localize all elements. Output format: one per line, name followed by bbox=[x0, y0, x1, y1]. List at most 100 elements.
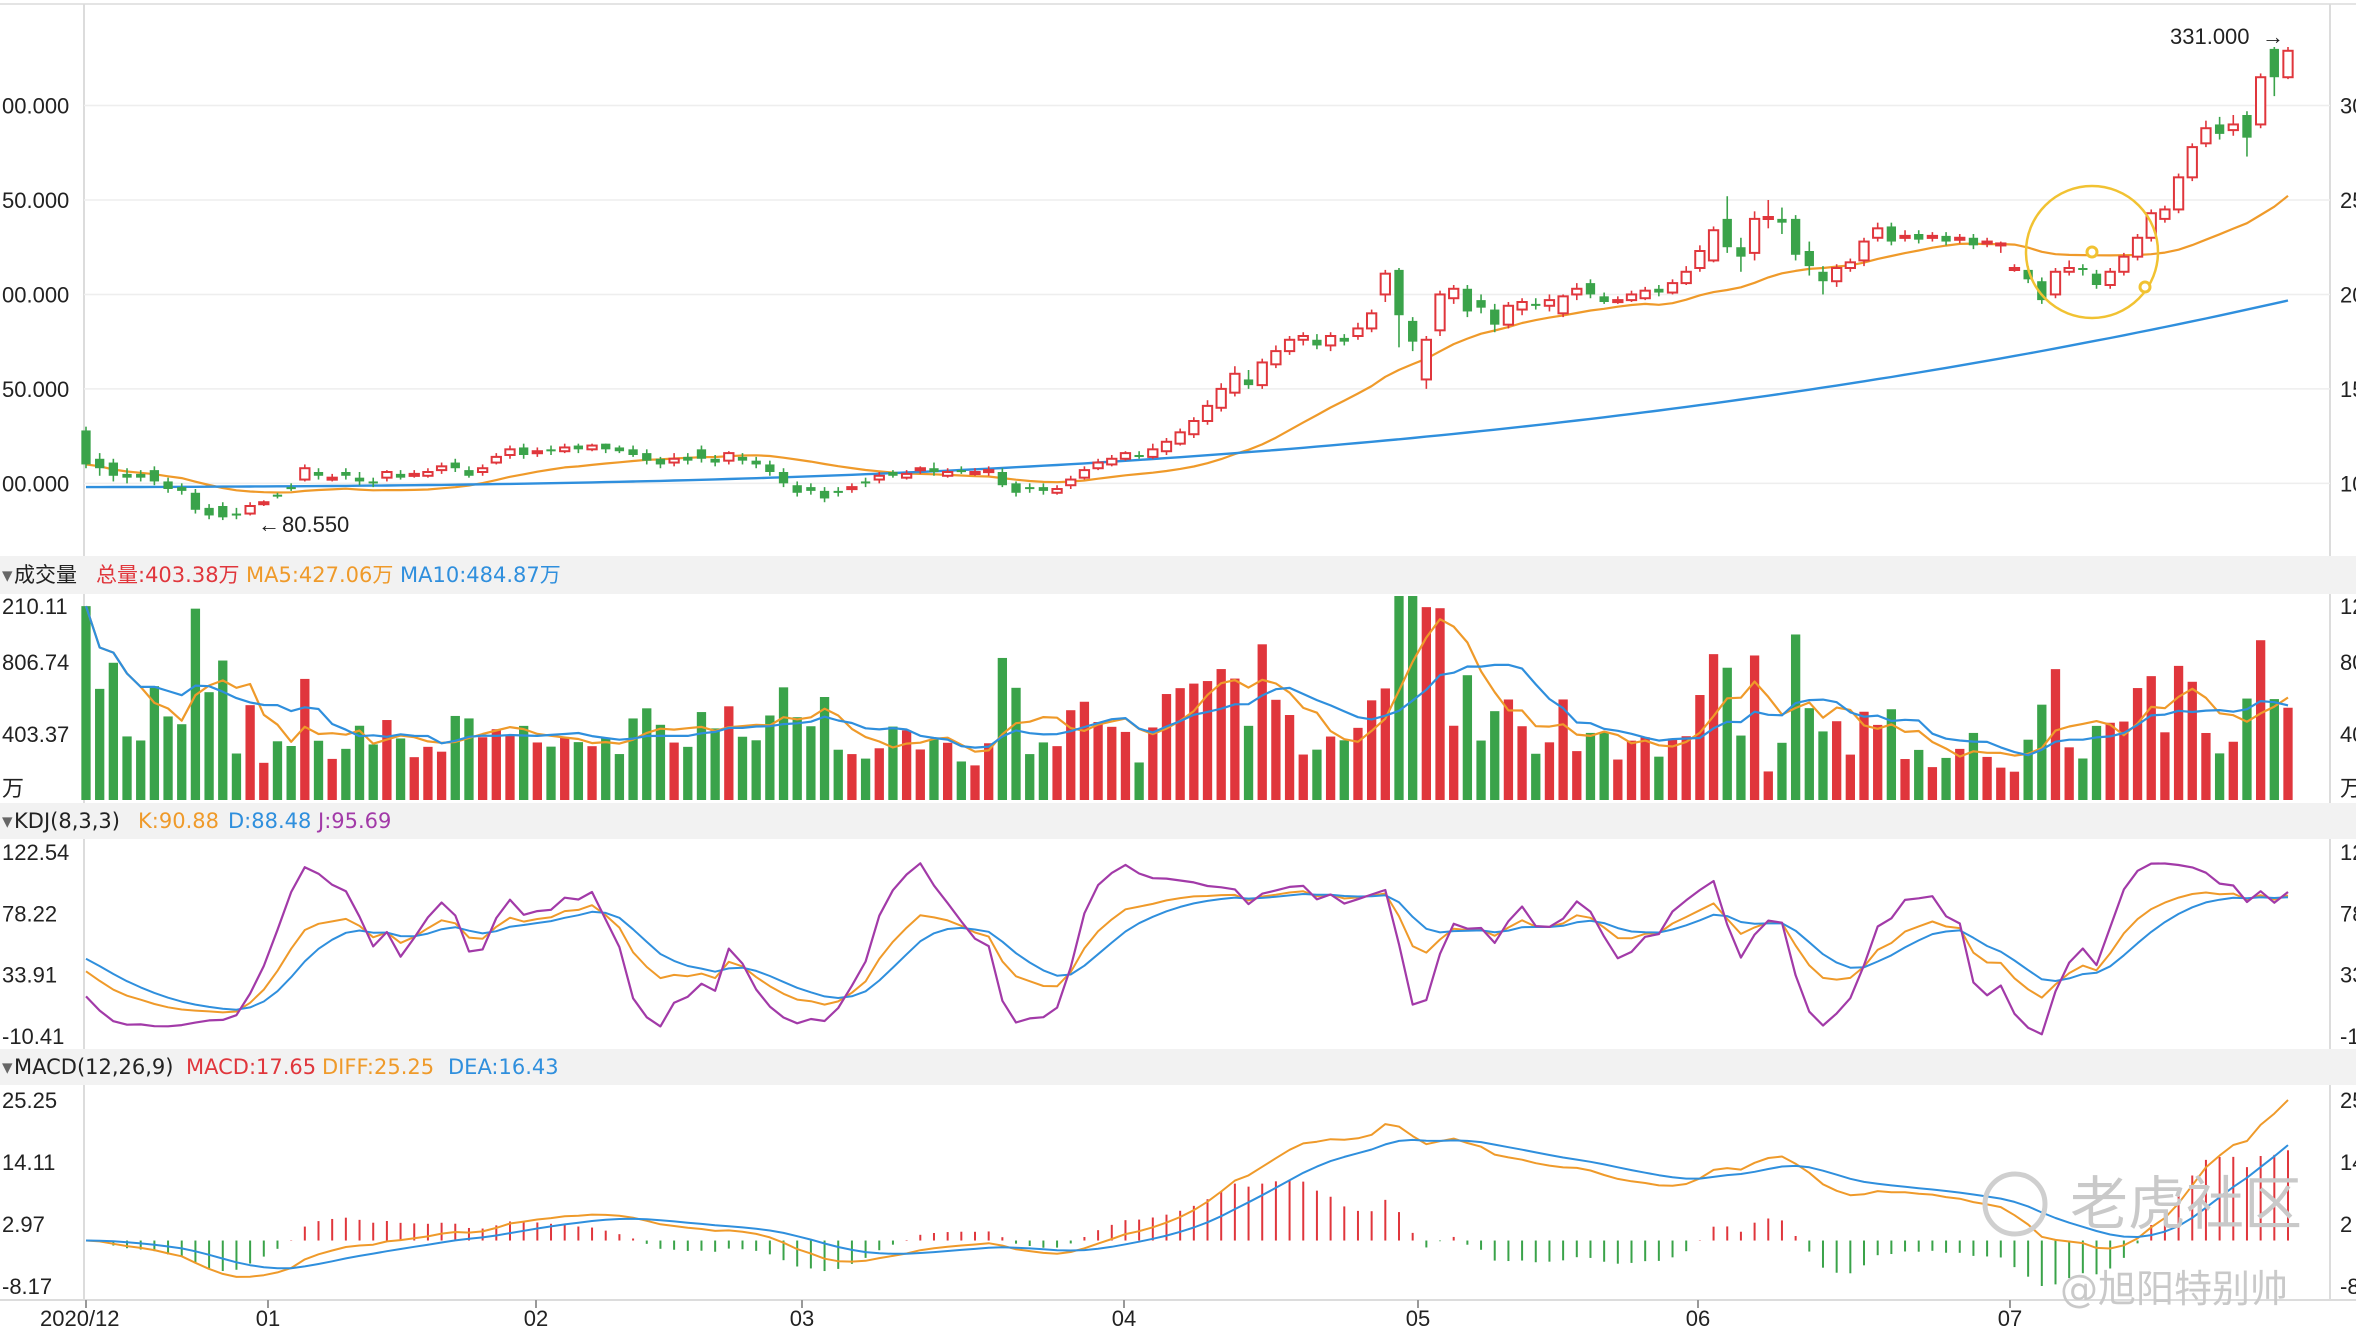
candle-body bbox=[1612, 299, 1624, 304]
candle-body bbox=[2023, 269, 2033, 280]
candle-body bbox=[1941, 235, 1951, 242]
volume-bar bbox=[2269, 699, 2279, 800]
volume-bar bbox=[1216, 669, 1226, 800]
candle-body bbox=[696, 449, 707, 459]
candle-body bbox=[655, 458, 666, 465]
high-price-arrow: → bbox=[2262, 24, 2284, 49]
candle-body bbox=[1762, 216, 1774, 220]
volume-ma10-line bbox=[84, 605, 2289, 757]
volume-bar bbox=[300, 678, 310, 800]
volume-bar bbox=[1804, 708, 1814, 800]
volume-bar bbox=[1120, 731, 1131, 800]
volume-bar bbox=[1052, 746, 1062, 800]
volume-bar bbox=[1271, 699, 1281, 800]
volume-bar bbox=[272, 741, 283, 800]
tiger-logo-icon bbox=[1982, 1171, 2048, 1237]
candle-body bbox=[1790, 218, 1801, 255]
price-axis-label-right: 30 bbox=[2340, 94, 2356, 119]
candle-body bbox=[914, 467, 926, 472]
candle-body bbox=[765, 464, 775, 472]
volume-bar bbox=[532, 742, 542, 800]
candle-body bbox=[1188, 420, 1200, 436]
volume-bar bbox=[2078, 758, 2088, 800]
volume-bar bbox=[1667, 738, 1678, 800]
candle-body bbox=[1229, 372, 1241, 394]
volume-bar bbox=[1749, 655, 1760, 800]
candle-body bbox=[490, 455, 502, 464]
candle-body bbox=[1968, 237, 1979, 246]
candle-body bbox=[778, 472, 789, 484]
volume-axis-label-right: 40 bbox=[2340, 722, 2356, 747]
volume-bar bbox=[710, 728, 720, 800]
macd-toggle-icon[interactable]: ▾ bbox=[2, 1055, 13, 1079]
candle-body bbox=[983, 469, 995, 474]
candle-body bbox=[1312, 339, 1322, 346]
kdj-k-line bbox=[85, 890, 2289, 1014]
volume-bar bbox=[915, 749, 925, 800]
kdj-toggle-icon[interactable]: ▾ bbox=[2, 809, 13, 833]
candle-body bbox=[1899, 234, 1911, 239]
volume-toggle-icon[interactable]: ▾ bbox=[2, 563, 13, 587]
candle-body bbox=[163, 481, 173, 489]
candle-body bbox=[136, 473, 146, 478]
volume-ma5-line bbox=[84, 605, 2289, 758]
candle-body bbox=[1339, 337, 1349, 342]
candle-body bbox=[668, 457, 680, 464]
volume-ma5: MA5:427.06万 bbox=[246, 563, 393, 587]
x-axis-label: 02 bbox=[524, 1306, 548, 1331]
macd-diff-value: DIFF:25.25 bbox=[322, 1055, 434, 1079]
volume-bar bbox=[2173, 665, 2184, 800]
volume-bar bbox=[1175, 688, 1185, 800]
volume-bar bbox=[1025, 754, 1035, 800]
volume-bar bbox=[1736, 735, 1746, 800]
volume-bar bbox=[724, 706, 734, 800]
candle-body bbox=[614, 447, 625, 452]
candle-body bbox=[723, 452, 735, 462]
candle-body bbox=[942, 471, 954, 477]
volume-bar bbox=[1859, 711, 1869, 800]
volume-bar bbox=[560, 737, 570, 800]
volume-bar bbox=[1202, 681, 1213, 800]
candle-body bbox=[149, 470, 160, 482]
candle-body bbox=[1448, 287, 1460, 300]
price-axis-label-right: 25 bbox=[2340, 188, 2356, 213]
low-price-label: 80.550 bbox=[282, 512, 349, 537]
candle-body bbox=[559, 446, 571, 453]
candle-body bbox=[860, 481, 871, 484]
macd-axis-label-right: 25 bbox=[2340, 1088, 2356, 1113]
candle-body bbox=[1516, 301, 1528, 311]
kdj-j-value: J:95.69 bbox=[316, 809, 391, 833]
volume-bar bbox=[1421, 607, 1431, 800]
volume-axis-labels: 210.11 806.74 403.37 万 12 80 40 万 bbox=[2, 594, 2356, 801]
volume-bar bbox=[2255, 640, 2266, 800]
candle-body bbox=[1571, 287, 1583, 296]
candle-body bbox=[218, 506, 228, 518]
volume-bar bbox=[1708, 654, 1719, 800]
candle-body bbox=[1585, 283, 1596, 295]
volume-bar bbox=[2201, 732, 2211, 800]
candle-body bbox=[1886, 226, 1897, 242]
candle-body bbox=[1748, 217, 1761, 254]
volume-bar bbox=[642, 708, 652, 800]
volume-bar bbox=[1161, 694, 1172, 800]
candle-body bbox=[519, 447, 529, 455]
volume-bar bbox=[2119, 721, 2129, 800]
candle-body bbox=[1160, 440, 1173, 453]
volume-bar bbox=[819, 697, 830, 800]
highlight-circle bbox=[2024, 184, 2160, 320]
candle-body bbox=[1394, 269, 1404, 316]
candle-body bbox=[1926, 234, 1939, 239]
candle-body bbox=[873, 474, 885, 481]
kdj-axis-label: 122.54 bbox=[2, 840, 69, 865]
volume-ma10: MA10:484.87万 bbox=[400, 563, 561, 587]
macd-dea-line bbox=[85, 1138, 2289, 1270]
candle-body bbox=[422, 471, 434, 477]
volume-bar bbox=[382, 720, 392, 800]
candle-body bbox=[2159, 208, 2171, 220]
volume-total: 总量:403.38万 bbox=[96, 563, 240, 587]
volume-bar bbox=[1107, 726, 1117, 800]
volume-bar bbox=[1681, 736, 1691, 800]
candle-body bbox=[1379, 272, 1391, 296]
candle-body bbox=[1722, 218, 1732, 248]
volume-axis-label-right: 12 bbox=[2340, 594, 2356, 619]
